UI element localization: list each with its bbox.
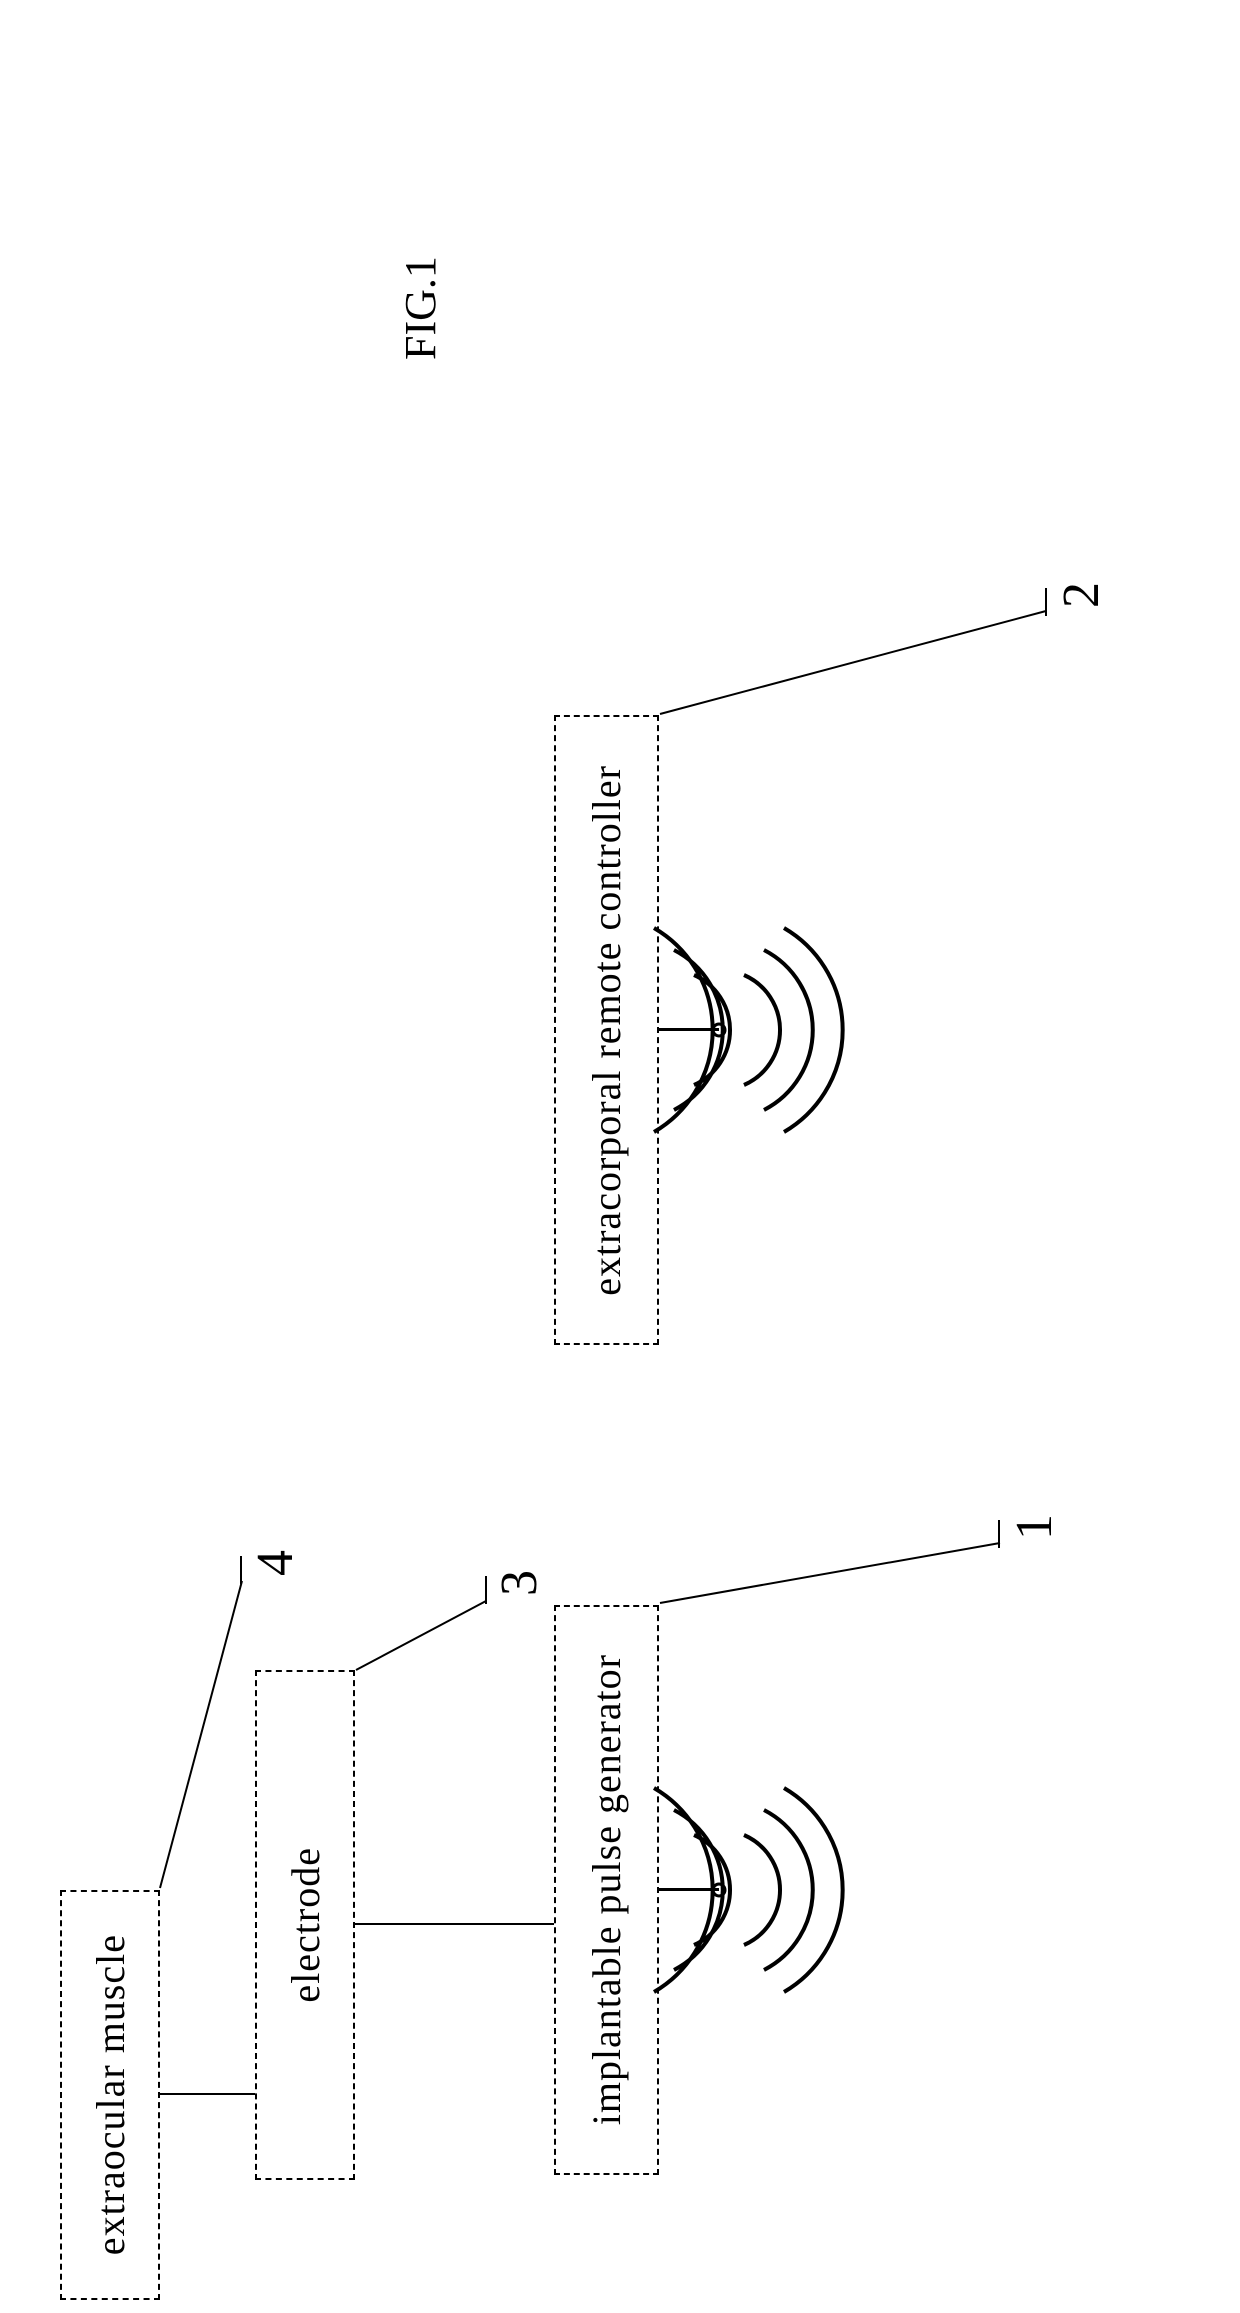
leader-2 [660,608,1080,728]
ref-1: 1 [1005,1480,1065,1540]
figure-caption: FIG.1 [395,220,455,360]
leader-2-tick [1045,588,1047,616]
node-muscle-label: extraocular muscle [87,1934,134,2255]
leader-1-tick [998,1520,1000,1548]
antenna-pulse-generator [659,1740,909,2040]
leader-3-tick [485,1576,487,1604]
node-pulse-generator: implantable pulse generator [554,1605,659,2175]
antenna-remote [659,880,909,1180]
node-remote: extracorporal remote controller [554,715,659,1345]
node-electrode-label: electrode [282,1847,329,2003]
node-muscle: extraocular muscle [60,1890,160,2300]
figure-page: extraocular muscle electrode implantable… [0,0,1240,2313]
edge-pulse-electrode [355,1923,554,1925]
leader-1 [660,1540,1060,1640]
ref-2: 2 [1052,548,1112,608]
leader-4-tick [240,1556,242,1584]
leader-3 [356,1598,526,1688]
leader-4 [160,1578,280,1898]
node-pulse-generator-label: implantable pulse generator [583,1654,630,2125]
ref-3: 3 [490,1536,550,1596]
ref-4: 4 [246,1516,306,1576]
edge-electrode-muscle [160,2093,255,2095]
node-remote-label: extracorporal remote controller [583,765,630,1296]
